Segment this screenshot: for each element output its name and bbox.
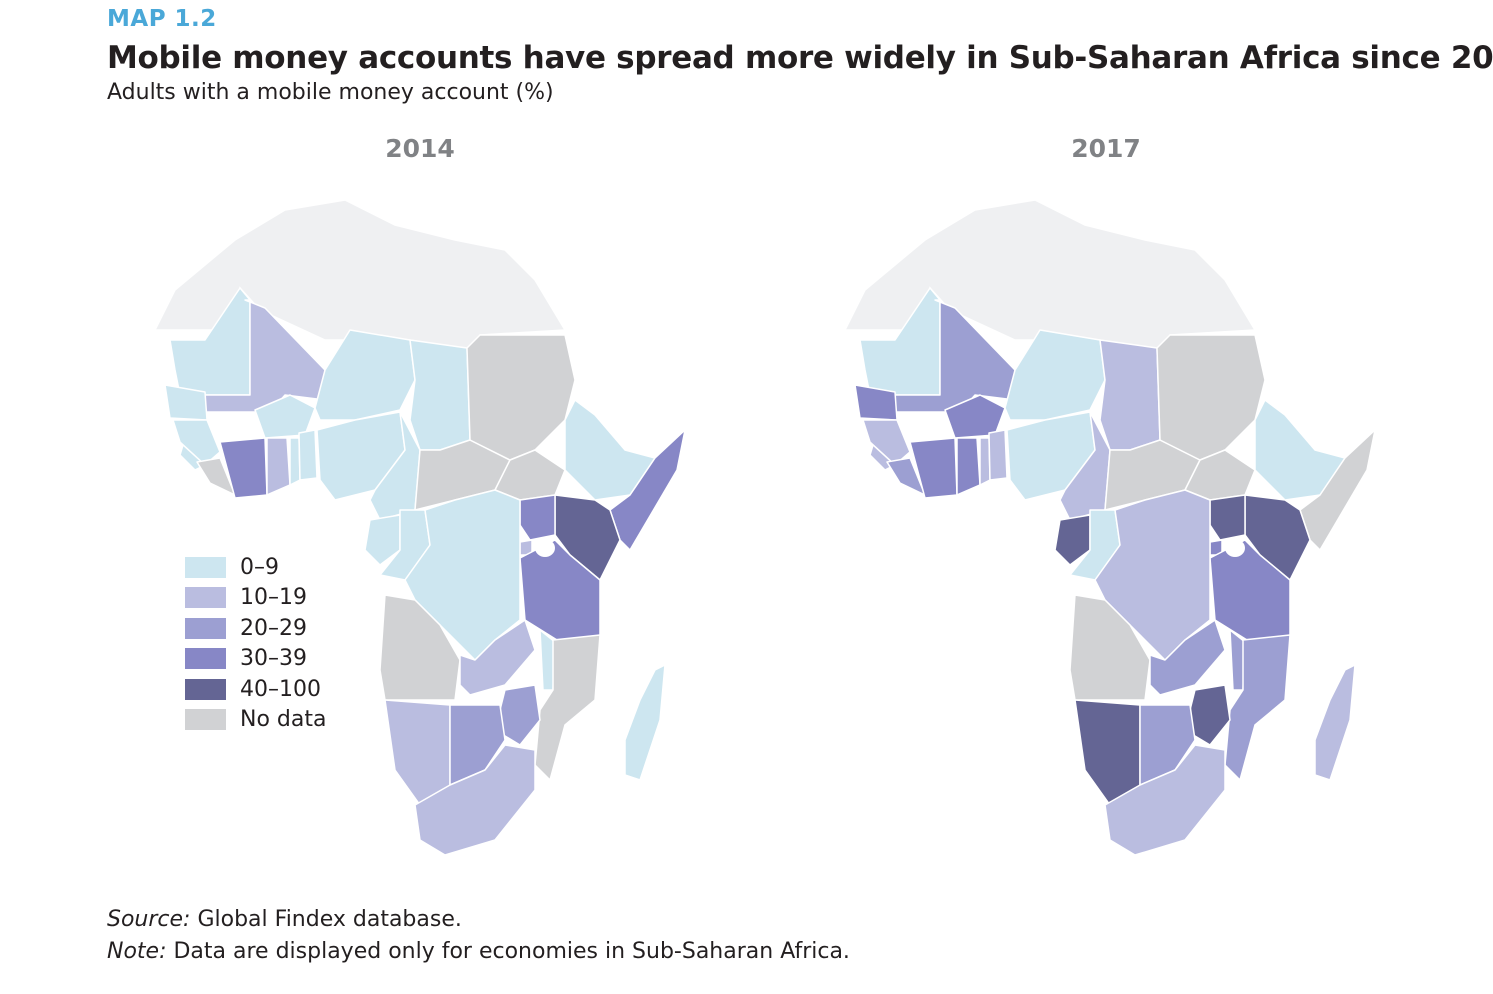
country-mozambique xyxy=(1224,634,1291,781)
country-botswana xyxy=(449,704,506,786)
country-chad xyxy=(1099,339,1161,451)
note-label: Note: xyxy=(107,939,167,964)
country-south-africa xyxy=(1104,744,1226,856)
country-chad xyxy=(409,339,471,451)
country-kenya xyxy=(1244,494,1311,581)
country-niger xyxy=(314,329,416,421)
figure-subtitle: Adults with a mobile money account (%) xyxy=(107,80,554,105)
source-label: Source: xyxy=(107,907,191,932)
legend-label: 0–9 xyxy=(240,554,279,580)
country-tanzania xyxy=(1209,539,1291,646)
country-benin xyxy=(988,429,1008,481)
legend-item-5: No data xyxy=(185,705,326,736)
country-uganda xyxy=(1209,494,1246,541)
country-zambia xyxy=(459,619,536,696)
country-mozambique xyxy=(534,634,601,781)
legend-label: 30–39 xyxy=(240,646,307,672)
country-togo xyxy=(979,437,991,486)
legend-item-4: 40–100 xyxy=(185,674,326,705)
legend-item-0: 0–9 xyxy=(185,552,326,583)
country-guinea xyxy=(862,419,911,466)
country-tanzania xyxy=(519,539,601,646)
country-burkina-faso xyxy=(944,394,1006,439)
legend-item-2: 20–29 xyxy=(185,613,326,644)
country-gabon xyxy=(364,514,401,566)
legend-swatch xyxy=(185,556,226,578)
country-togo xyxy=(289,437,301,486)
legend-swatch xyxy=(185,709,226,731)
map-2017 xyxy=(843,199,1376,856)
legend-item-1: 10–19 xyxy=(185,583,326,614)
map-legend: 0–9 10–19 20–29 30–39 40–100 No data xyxy=(185,552,326,735)
country-sudan xyxy=(1156,334,1266,461)
country-botswana xyxy=(1139,704,1196,786)
legend-swatch xyxy=(185,648,226,670)
legend-label: 10–19 xyxy=(240,585,307,611)
lake-victoria xyxy=(1225,539,1245,557)
legend-label: No data xyxy=(240,707,327,733)
map-title-2017: 2017 xyxy=(1071,134,1141,163)
figure-footnotes: Source: Global Findex database. Note: Da… xyxy=(107,904,850,968)
country-madagascar xyxy=(1314,664,1356,781)
country-benin xyxy=(298,429,318,481)
source-line: Source: Global Findex database. xyxy=(107,904,850,936)
note-text: Data are displayed only for economies in… xyxy=(166,939,850,964)
country-uganda xyxy=(519,494,556,541)
legend-item-3: 30–39 xyxy=(185,644,326,675)
country-namibia xyxy=(1074,699,1141,806)
legend-swatch xyxy=(185,587,226,609)
country-zambia xyxy=(1149,619,1226,696)
legend-swatch xyxy=(185,617,226,639)
source-text: Global Findex database. xyxy=(190,907,462,932)
country-angola xyxy=(1069,594,1151,701)
lake-victoria xyxy=(535,539,555,557)
country-south-africa xyxy=(414,744,536,856)
country-burkina-faso xyxy=(254,394,316,439)
country-niger xyxy=(1004,329,1106,421)
country-sudan xyxy=(466,334,576,461)
country-namibia xyxy=(384,699,451,806)
country-guinea xyxy=(172,419,221,466)
country-ghana xyxy=(266,437,291,496)
country-gabon xyxy=(1054,514,1091,566)
legend-label: 40–100 xyxy=(240,676,321,702)
map-2014 xyxy=(153,199,686,856)
map-number-label: MAP 1.2 xyxy=(107,6,217,32)
note-line: Note: Data are displayed only for econom… xyxy=(107,936,850,968)
legend-label: 20–29 xyxy=(240,615,307,641)
legend-swatch xyxy=(185,678,226,700)
country-madagascar xyxy=(624,664,666,781)
map-title-2014: 2014 xyxy=(385,134,455,163)
country-ghana xyxy=(956,437,981,496)
country-angola xyxy=(379,594,461,701)
country-kenya xyxy=(554,494,621,581)
figure-title: Mobile money accounts have spread more w… xyxy=(107,40,1493,76)
